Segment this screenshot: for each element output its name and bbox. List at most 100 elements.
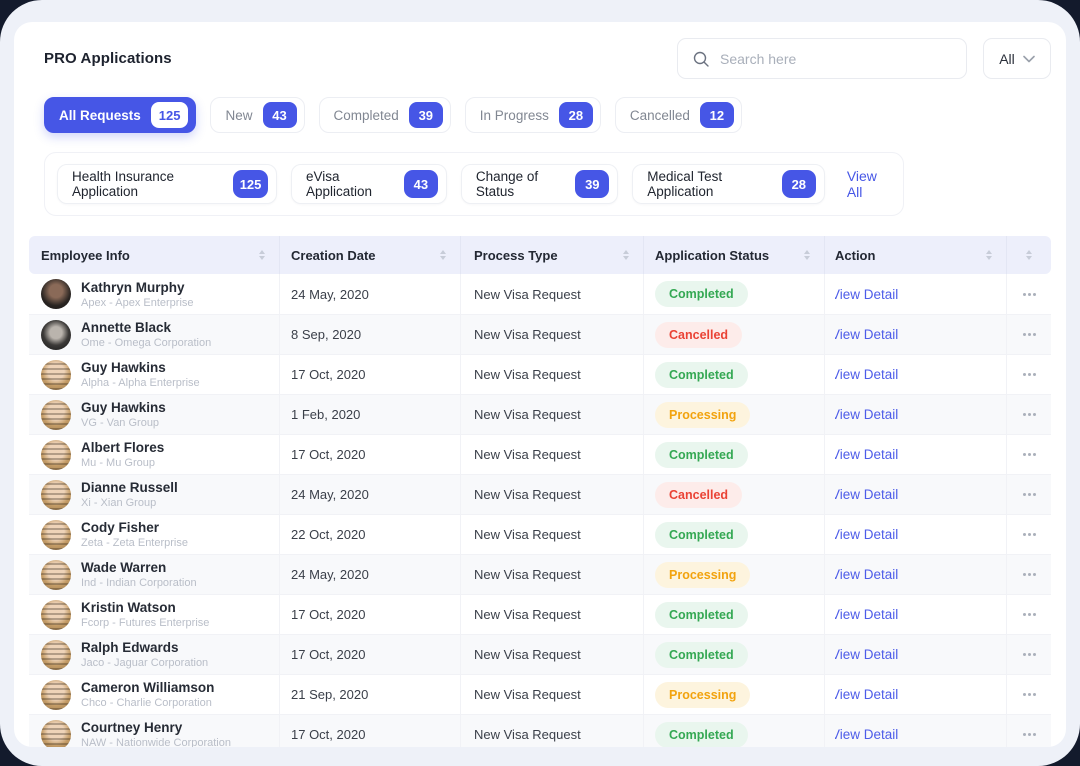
view-detail-link[interactable]: View Detail [835,527,899,542]
more-options-button[interactable] [1017,407,1042,422]
sort-icon[interactable] [1026,250,1032,260]
row-menu-cell [1006,515,1051,554]
status-tab[interactable]: Cancelled 12 [614,97,742,133]
view-detail-link[interactable]: View Detail [835,367,899,382]
avatar [41,679,71,710]
employee-company: Fcorp - Futures Enterprise [81,617,210,629]
action-cell: View Detail [824,715,1006,747]
search-icon [693,51,709,67]
more-options-button[interactable] [1017,647,1042,662]
more-options-button[interactable] [1017,367,1042,382]
action-cell: View Detail [824,635,1006,674]
status-tab[interactable]: New 43 [210,97,305,133]
employee-info: Wade Warren Ind - Indian Corporation [81,560,197,589]
view-all-link[interactable]: View All [846,168,877,200]
more-options-button[interactable] [1017,567,1042,582]
view-detail-link[interactable]: View Detail [835,687,899,702]
column-label: Employee Info [41,247,130,263]
view-detail-link[interactable]: View Detail [835,286,899,302]
employee-info: Courtney Henry NAW - Nationwide Corporat… [81,720,231,747]
action-cell: View Detail [824,435,1006,474]
employee-cell: Cody Fisher Zeta - Zeta Enterprise [29,515,279,554]
process-type-cell: New Visa Request [460,435,643,474]
column-header-process-type[interactable]: Process Type [460,236,643,274]
action-cell: View Detail [824,675,1006,714]
employee-info: Kristin Watson Fcorp - Futures Enterpris… [81,600,209,629]
employee-info: Dianne Russell Xi - Xian Group [81,480,178,509]
employee-name: Annette Black [81,320,172,335]
more-options-button[interactable] [1017,727,1042,742]
process-type: New Visa Request [474,687,581,702]
avatar [41,639,71,670]
sort-icon[interactable] [259,250,265,260]
creation-date: 22 Oct, 2020 [291,527,366,542]
view-detail-link[interactable]: View Detail [835,647,899,662]
employee-cell: Dianne Russell Xi - Xian Group [29,475,279,514]
view-detail-link[interactable]: View Detail [835,607,899,622]
action-cell: View Detail [824,395,1006,434]
more-options-button[interactable] [1017,327,1042,342]
process-type: New Visa Request [474,447,581,462]
row-menu-cell [1006,595,1051,634]
view-detail-link[interactable]: View Detail [835,487,899,502]
view-detail-link[interactable]: View Detail [835,447,899,462]
application-status-cell: Completed [643,515,824,554]
process-type-pill[interactable]: Change of Status 39 [460,164,619,204]
pill-label: Health Insurance Application [72,169,175,199]
more-options-button[interactable] [1017,527,1042,542]
view-detail-link[interactable]: View Detail [835,567,899,582]
sort-icon[interactable] [804,250,810,260]
creation-date: 24 May, 2020 [291,487,369,502]
more-options-button[interactable] [1017,447,1042,462]
sort-icon[interactable] [440,250,446,260]
status-tab[interactable]: In Progress 28 [464,97,601,133]
employee-cell: Kathryn Murphy Apex - Apex Enterprise [29,274,279,314]
search-input[interactable] [720,50,952,67]
tab-label: Completed [333,107,399,123]
more-options-button[interactable] [1017,607,1042,622]
status-tab[interactable]: All Requests 125 [44,97,197,133]
avatar [41,479,71,510]
more-options-button[interactable] [1017,287,1042,302]
sort-icon[interactable] [986,250,992,260]
more-options-button[interactable] [1017,487,1042,502]
table-row: Annette Black Ome - Omega Corporation 8 … [29,314,1051,354]
column-header-menu[interactable] [1006,236,1051,274]
sort-icon[interactable] [623,250,629,260]
process-type-cell: New Visa Request [460,715,643,747]
filter-dropdown[interactable]: All [983,38,1051,79]
employee-name: Dianne Russell [81,480,178,495]
application-status-cell: Cancelled [643,475,824,514]
employee-company: Zeta - Zeta Enterprise [81,537,188,549]
column-header-employee-info[interactable]: Employee Info [29,236,279,274]
column-header-application-status[interactable]: Application Status [643,236,824,274]
row-menu-cell [1006,355,1051,394]
status-badge: Processing [655,561,751,588]
view-detail-link[interactable]: View Detail [835,727,899,742]
process-type-pill[interactable]: Health Insurance Application 125 [57,164,277,204]
table-row: Guy Hawkins VG - Van Group 1 Feb, 2020 N… [29,394,1051,434]
application-status-cell: Processing [643,395,824,434]
view-detail-link[interactable]: View Detail [835,327,899,342]
more-options-button[interactable] [1017,687,1042,702]
table-row: Ralph Edwards Jaco - Jaguar Corporation … [29,634,1051,674]
view-detail-link[interactable]: View Detail [835,407,899,422]
column-header-creation-date[interactable]: Creation Date [279,236,460,274]
pill-count-badge: 39 [575,170,610,198]
employee-name: Kristin Watson [81,600,176,615]
creation-date: 17 Oct, 2020 [291,367,366,382]
table-row: Albert Flores Mu - Mu Group 17 Oct, 2020… [29,434,1051,474]
search-box[interactable] [677,38,967,79]
employee-company: Ome - Omega Corporation [81,337,212,349]
employee-company: Xi - Xian Group [81,497,157,509]
process-type-pill[interactable]: eVisa Application 43 [291,164,447,204]
creation-date: 24 May, 2020 [291,286,369,302]
status-tab[interactable]: Completed 39 [318,97,451,133]
process-type-cell: New Visa Request [460,274,643,314]
process-type-pill[interactable]: Medical Test Application 28 [632,164,825,204]
tab-label: Cancelled [629,107,690,123]
employee-cell: Courtney Henry NAW - Nationwide Corporat… [29,715,279,747]
column-header-action[interactable]: Action [824,236,1006,274]
process-type: New Visa Request [474,407,581,422]
avatar [41,599,71,630]
